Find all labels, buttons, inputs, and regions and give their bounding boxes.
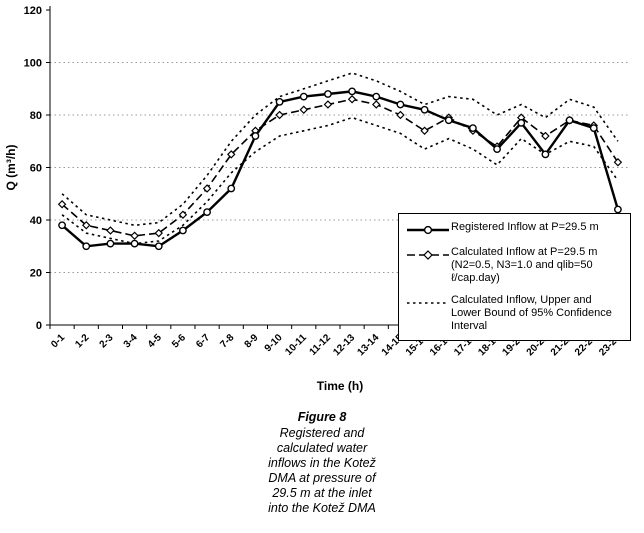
legend-label: Calculated Inflow, Upper and Lower Bound… [451,294,612,332]
series-registered-marker [396,100,405,109]
series-calculated-marker [347,95,357,104]
inflow-chart: 0 20 40 60 80 100 120 0-1 1-2 2-3 3-4 4-5 5-6 6-7 7-8 8… [4,5,631,393]
y-tick-label: 0 [36,320,42,332]
caption-line: DMA at pressure of [268,471,376,485]
series-registered-marker [324,90,332,98]
series-calculated-marker [227,150,236,159]
series-registered-marker [565,116,574,125]
series-calculated-marker [154,228,163,238]
series-registered-marker [251,132,260,140]
series-registered-marker [58,221,66,230]
series-calculated-marker [613,158,623,167]
series-registered-marker [493,145,501,154]
series-registered-line [61,90,620,248]
figure-label: Figure 8 [297,410,347,424]
series-calculated-marker [323,100,333,109]
legend-item: Calculated Inflow, Upper and Lower Bound… [405,294,622,333]
x-tick-label: 2-3 [98,332,116,350]
x-tick-label: 1-2 [73,332,91,350]
x-axis-title: Time (h) [317,379,363,393]
series-registered-marker [348,87,356,96]
y-axis-title: Q (m³/h) [4,145,18,191]
figure-caption: Figure 8 Registered and calculated water… [0,410,644,516]
series-calculated-marker [130,231,139,240]
x-tick-label: 7-8 [218,332,236,350]
series-calculated-marker [106,226,115,235]
x-tick-label: 5-6 [170,332,188,350]
series-calculated-marker [541,131,550,141]
x-tick-label: 13-14 [356,332,382,358]
series-ci-lower-line [61,116,619,245]
series-registered-marker [589,124,598,133]
series-calculated-marker [299,105,308,114]
x-tick-label: 4-5 [146,332,164,350]
series-calculated-marker [178,210,188,219]
chart-legend: Registered Inflow at P=29.5 m Calculated… [398,213,631,341]
series-calculated-line [61,98,619,237]
legend-label: Calculated Inflow at P=29.5 m (N2=0.5, N… [451,246,598,284]
series-registered-marker [82,242,91,251]
legend-item: Registered Inflow at P=29.5 m [405,221,622,237]
x-tick-label: 10-11 [283,332,309,358]
y-tick-label: 80 [30,110,42,122]
series-calculated-marker [202,184,212,193]
series-calculated-marker [82,221,91,230]
series-registered-marker [203,208,211,217]
series-registered-marker [541,150,550,159]
y-tick-label: 120 [24,5,42,17]
legend-item: Calculated Inflow at P=29.5 m (N2=0.5, N… [405,246,622,285]
y-tick-label: 20 [30,268,42,280]
inflow-chart-area: 0 20 40 60 80 100 120 0-1 1-2 2-3 3-4 4-5 5-6 6-7 7-8 8… [4,5,631,393]
caption-line: inflows in the Kotež [268,456,376,470]
x-tick-label: 8-9 [243,332,261,350]
series-registered-marker [130,239,139,248]
series-registered-marker [275,97,284,106]
series-calculated-marker [57,200,67,209]
y-tick-label: 40 [30,215,42,227]
series-registered-marker [154,242,163,251]
caption-line: into the Kotež DMA [268,501,376,515]
legend-label: Registered Inflow at P=29.5 m [451,221,599,233]
y-tick-label: 100 [24,58,42,70]
series-registered-marker [106,239,115,248]
series-registered-marker [444,116,453,125]
series-calculated-marker [420,126,429,135]
x-tick-label: 11-12 [308,332,334,358]
x-tick-label: 12-13 [331,332,357,358]
series-registered-marker [372,92,381,101]
x-tick-label: 0-1 [49,332,67,350]
x-tick-label: 9-10 [263,332,285,354]
series-registered-marker [227,184,236,193]
legend-sample-solid-circle [407,225,449,235]
series-registered-marker [420,105,429,114]
legend-sample-dashed-diamond [407,250,449,260]
series-registered-marker [517,118,526,127]
caption-line: 29.5 m at the inlet [272,486,372,500]
series-registered-marker [614,205,622,214]
series-registered-marker [299,92,308,101]
x-tick-label: 6-7 [194,332,212,350]
caption-line: Registered and [279,426,365,440]
series-registered-marker [469,124,477,133]
series-calculated-marker [396,110,405,120]
y-tick-label: 60 [30,163,42,175]
series-calculated-marker [372,100,381,109]
x-tick-label: 3-4 [122,332,140,350]
series-ci-upper-line [61,72,619,227]
series-registered-marker [179,226,187,235]
series-calculated-marker [275,110,284,120]
legend-sample-dotted [407,302,449,304]
caption-line: calculated water [276,441,368,455]
